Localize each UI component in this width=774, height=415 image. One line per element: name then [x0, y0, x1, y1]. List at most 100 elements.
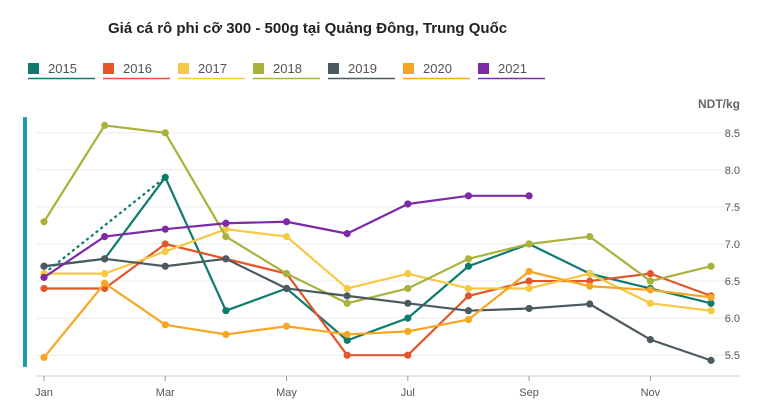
y-tick-label: 8.5	[725, 128, 740, 140]
data-point[interactable]	[222, 307, 230, 315]
legend-item-2017[interactable]: 2017	[178, 61, 245, 80]
data-point[interactable]	[222, 219, 230, 227]
legend-swatch	[28, 63, 39, 74]
data-point[interactable]	[525, 267, 533, 276]
data-point[interactable]	[161, 225, 169, 233]
legend-item-2021[interactable]: 2021	[478, 61, 545, 80]
data-point[interactable]	[464, 316, 473, 324]
series-2021	[40, 192, 533, 281]
data-point[interactable]	[282, 284, 291, 293]
data-point[interactable]	[101, 232, 109, 241]
data-point[interactable]	[707, 299, 715, 307]
data-point[interactable]	[40, 284, 48, 293]
legend-item-2015[interactable]: 2015	[28, 61, 95, 80]
data-point[interactable]	[282, 218, 291, 226]
data-point[interactable]	[40, 218, 48, 226]
legend-label: 2020	[423, 61, 452, 76]
data-point[interactable]	[525, 240, 533, 248]
data-point[interactable]	[646, 299, 654, 307]
data-point[interactable]	[464, 292, 473, 300]
data-point[interactable]	[161, 247, 169, 256]
data-point[interactable]	[525, 277, 533, 285]
legend-item-2016[interactable]: 2016	[103, 61, 170, 80]
grid	[36, 132, 740, 377]
data-point[interactable]	[586, 232, 594, 241]
data-point[interactable]	[404, 314, 412, 322]
data-point[interactable]	[707, 307, 715, 315]
legend-swatch	[103, 63, 114, 74]
data-point[interactable]	[282, 322, 291, 330]
data-point[interactable]	[101, 270, 109, 278]
data-point[interactable]	[464, 284, 473, 293]
data-point[interactable]	[40, 262, 48, 270]
data-point[interactable]	[404, 351, 412, 359]
data-point[interactable]	[282, 270, 291, 278]
legend-label: 2017	[198, 61, 227, 76]
data-point[interactable]	[586, 300, 594, 308]
data-point[interactable]	[161, 240, 169, 248]
x-tick-label: Nov	[641, 387, 661, 399]
data-point[interactable]	[343, 351, 351, 359]
series-line	[44, 242, 712, 357]
data-point[interactable]	[525, 284, 533, 293]
series-2020	[40, 267, 715, 361]
data-point[interactable]	[101, 279, 109, 287]
data-point[interactable]	[586, 277, 594, 285]
x-tick-label: Jul	[401, 387, 415, 399]
data-point[interactable]	[161, 173, 169, 181]
data-point[interactable]	[586, 282, 594, 290]
data-point[interactable]	[343, 284, 351, 293]
series-line	[44, 228, 712, 312]
data-point[interactable]	[404, 284, 412, 293]
data-point[interactable]	[707, 356, 715, 364]
data-point[interactable]	[464, 262, 473, 270]
series-line	[43, 270, 712, 359]
legend-item-2019[interactable]: 2019	[328, 61, 395, 80]
data-point[interactable]	[707, 293, 715, 301]
data-point[interactable]	[343, 292, 351, 300]
legend-label: 2018	[273, 61, 302, 76]
data-point[interactable]	[646, 277, 654, 285]
data-point[interactable]	[404, 200, 412, 208]
data-point[interactable]	[525, 192, 533, 200]
data-point[interactable]	[282, 232, 291, 241]
legend-label: 2019	[348, 61, 377, 76]
y-axis-unit: NDT/kg	[698, 97, 740, 111]
data-point[interactable]	[161, 321, 169, 329]
data-point[interactable]	[101, 121, 109, 130]
data-point[interactable]	[222, 232, 230, 241]
legend-item-2018[interactable]: 2018	[253, 61, 320, 80]
data-point[interactable]	[464, 192, 473, 200]
data-point[interactable]	[343, 336, 351, 344]
legend-label: 2021	[498, 61, 527, 76]
data-point[interactable]	[404, 299, 412, 307]
y-tick-label: 7.0	[725, 239, 740, 251]
data-point[interactable]	[646, 270, 654, 278]
data-point[interactable]	[40, 353, 48, 361]
data-point[interactable]	[222, 330, 230, 339]
series-2019	[40, 255, 715, 364]
data-point[interactable]	[646, 336, 654, 344]
data-point[interactable]	[646, 286, 654, 294]
data-point[interactable]	[464, 307, 473, 315]
data-point[interactable]	[707, 262, 715, 270]
data-point[interactable]	[464, 255, 473, 263]
data-point[interactable]	[40, 273, 48, 281]
data-point[interactable]	[586, 270, 594, 278]
data-point[interactable]	[161, 129, 169, 137]
data-point[interactable]	[404, 270, 412, 278]
data-point[interactable]	[222, 255, 230, 263]
data-point[interactable]	[222, 225, 230, 233]
data-point[interactable]	[343, 230, 351, 238]
y-tick-label: 6.0	[725, 313, 740, 325]
data-point[interactable]	[525, 304, 533, 313]
data-point[interactable]	[343, 299, 351, 307]
series-group	[40, 121, 715, 364]
data-point[interactable]	[161, 262, 169, 270]
data-point[interactable]	[101, 255, 109, 263]
data-point[interactable]	[343, 330, 351, 339]
series-2018	[40, 121, 715, 307]
legend-item-2020[interactable]: 2020	[403, 61, 470, 80]
data-point[interactable]	[404, 327, 412, 336]
